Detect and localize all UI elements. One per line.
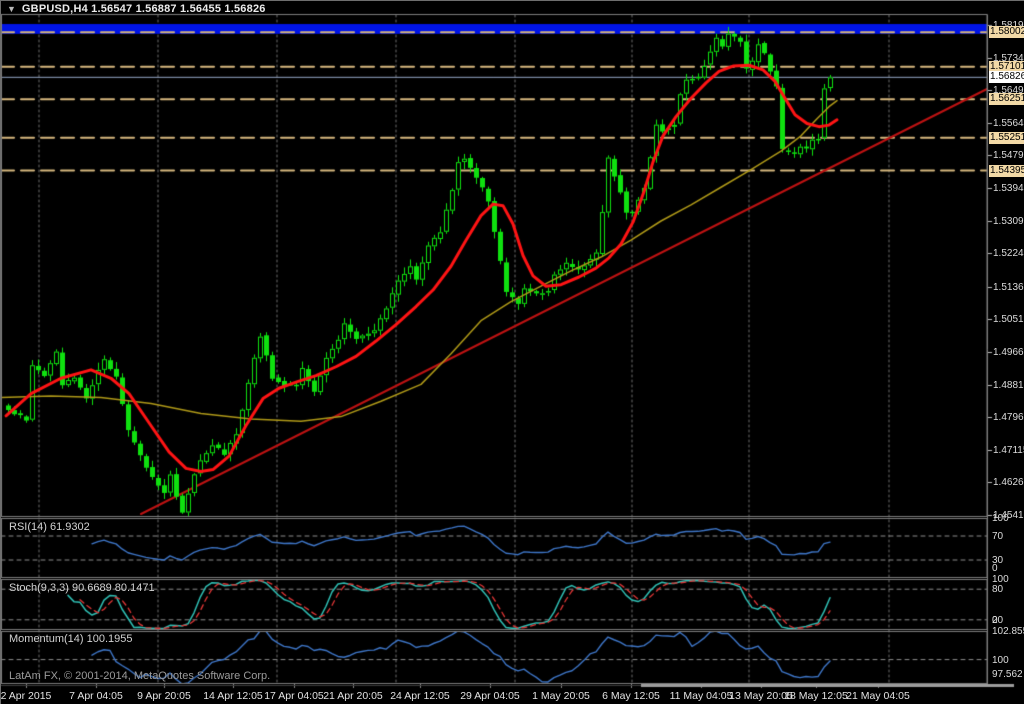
price-tick-label: 1.53940 <box>993 183 1024 194</box>
price-tick-label: 1.52240 <box>993 248 1024 260</box>
time-axis-label: 13 May 20:05 <box>729 690 793 702</box>
price-tick-label: 1.48815 <box>993 379 1024 391</box>
price-level-badge: 1.58002 <box>989 26 1024 39</box>
price-tick-label: 1.54790 <box>993 150 1024 162</box>
time-axis-label: 21 Apr 20:05 <box>323 690 383 702</box>
time-axis-label: 9 Apr 20:05 <box>137 690 191 702</box>
time-axis-label: 18 May 12:05 <box>784 690 848 702</box>
time-axis-label: 2 Apr 2015 <box>0 690 52 702</box>
time-axis-label: 29 Apr 04:05 <box>460 690 520 702</box>
price-tick-label: 1.47965 <box>993 412 1024 424</box>
price-tick-label: 1.53090 <box>993 215 1024 227</box>
rsi-indicator-label: RSI(14) 61.9302 <box>9 521 90 533</box>
indicator-scale-label: 70 <box>992 531 1004 542</box>
price-level-badge: 1.57101 <box>989 60 1024 73</box>
price-tick-label: 1.45415 <box>993 509 1024 521</box>
chart-title-bar: ▼ GBPUSD,H4 1.56547 1.56887 1.56455 1.56… <box>7 3 266 15</box>
price-tick-label: 1.56490 <box>993 85 1024 97</box>
price-tick-label: 1.47115 <box>993 444 1024 456</box>
indicator-scale-label: 102.8553 <box>992 626 1024 637</box>
time-axis-label: 1 May 20:05 <box>532 690 590 702</box>
stochastic-indicator-label: Stoch(9,3,3) 90.6689 80.1471 <box>9 582 155 594</box>
momentum-indicator-label: Momentum(14) 100.1955 <box>9 633 133 645</box>
indicator-scale-label: 100 <box>992 654 1009 666</box>
indicator-scale-label: 97.562 <box>992 669 1023 680</box>
indicator-scale-label: 30 <box>992 555 1004 566</box>
price-tick-label: 1.50515 <box>993 314 1024 326</box>
time-axis-label: 14 Apr 12:05 <box>203 690 263 702</box>
price-tick-label: 1.46265 <box>993 477 1024 489</box>
price-level-badge: 1.54395 <box>989 164 1024 177</box>
indicator-scale-label: 0 <box>992 615 998 626</box>
time-axis-label: 17 Apr 04:05 <box>264 690 324 702</box>
price-level-badge: 1.55251 <box>989 131 1024 144</box>
price-level-badge: 1.56251 <box>989 93 1024 106</box>
indicator-scale-label: 80 <box>992 584 1004 596</box>
indicator-scale-label: 0 <box>992 563 998 574</box>
price-tick-label: 1.57340 <box>993 52 1024 64</box>
broker-watermark: LatAm FX, © 2001-2014, MetaQuotes Softwa… <box>9 670 271 682</box>
chart-dropdown-icon[interactable]: ▼ <box>7 4 16 14</box>
time-axis-label: 21 May 04:05 <box>846 690 910 702</box>
price-tick-label: 1.51365 <box>993 281 1024 293</box>
price-tick-label: 1.58190 <box>993 20 1024 31</box>
time-axis-label: 6 May 12:05 <box>602 690 660 702</box>
indicator-scale-label: 100 <box>992 574 1009 585</box>
current-price-badge: 1.56826 <box>989 71 1024 84</box>
indicator-scale-label: 100 <box>992 513 1009 524</box>
indicator-scale-label: 20 <box>992 614 1004 626</box>
time-axis-label: 11 May 04:05 <box>669 690 733 702</box>
time-axis-label: 7 Apr 04:05 <box>69 690 123 702</box>
price-tick-label: 1.55640 <box>993 117 1024 129</box>
chart-title-ohlc: GBPUSD,H4 1.56547 1.56887 1.56455 1.5682… <box>21 3 266 15</box>
time-axis-label: 24 Apr 12:05 <box>390 690 450 702</box>
price-tick-label: 1.49665 <box>993 346 1024 358</box>
